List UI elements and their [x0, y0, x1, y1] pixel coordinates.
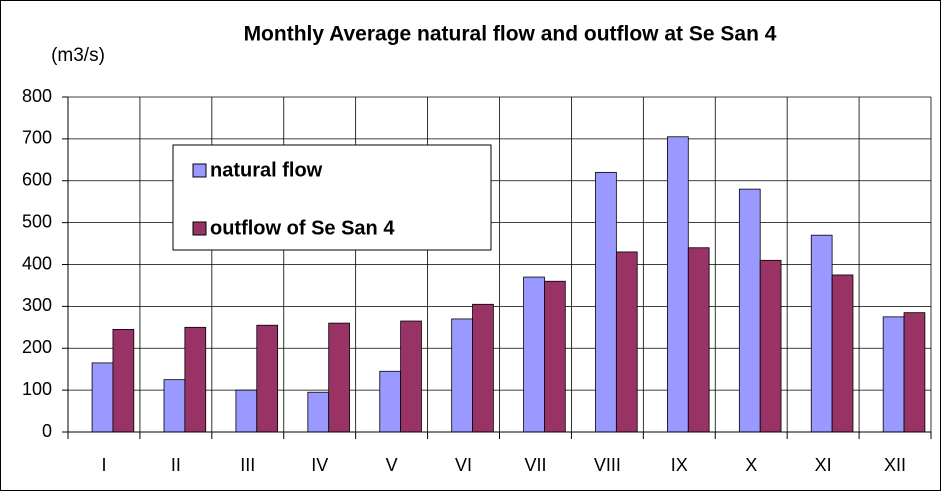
legend-swatch — [192, 221, 207, 236]
bar — [667, 136, 689, 433]
x-tick-label: V — [386, 455, 398, 475]
y-tick-label: 100 — [22, 379, 52, 399]
y-tick-label: 400 — [22, 253, 52, 273]
bar — [451, 318, 473, 433]
bar — [687, 247, 710, 433]
bar — [235, 389, 258, 433]
x-tick-label: XI — [815, 455, 832, 475]
y-tick-label: 800 — [22, 86, 52, 106]
x-tick-label: VIII — [594, 455, 621, 475]
y-tick-label: 700 — [22, 128, 52, 148]
bar — [328, 322, 350, 433]
y-tick-label: 0 — [42, 421, 52, 441]
bar — [112, 329, 135, 433]
bar — [810, 234, 833, 433]
y-tick-label: 300 — [22, 295, 52, 315]
x-tick-label: II — [171, 455, 181, 475]
legend-label: natural flow — [210, 159, 323, 181]
y-tick-label: 500 — [22, 211, 52, 231]
y-axis-label: (m3/s) — [51, 45, 105, 66]
bar — [400, 320, 422, 433]
x-tick-label: I — [101, 455, 106, 475]
bar — [184, 326, 207, 433]
y-tick-label: 200 — [22, 337, 52, 357]
bar — [472, 303, 494, 433]
bar — [379, 370, 402, 433]
x-tick-label: VII — [524, 455, 546, 475]
bar — [903, 312, 926, 433]
bar — [882, 316, 905, 433]
x-tick-label: IV — [311, 455, 328, 475]
bar — [738, 188, 761, 433]
legend-swatch — [192, 163, 207, 178]
bar — [615, 251, 638, 433]
bar — [831, 274, 854, 433]
bar — [595, 171, 617, 433]
bar — [163, 379, 186, 433]
bar — [523, 276, 545, 433]
chart-title: Monthly Average natural flow and outflow… — [244, 23, 777, 46]
x-tick-label: X — [745, 455, 757, 475]
y-tick-label: 600 — [22, 170, 52, 190]
x-tick-label: IX — [671, 455, 688, 475]
x-tick-label: VI — [455, 455, 472, 475]
bar — [307, 391, 330, 433]
bar — [759, 259, 782, 433]
x-tick-label: XII — [884, 455, 906, 475]
legend-box — [172, 144, 492, 251]
bar — [91, 362, 114, 433]
legend-label: outflow of Se San 4 — [210, 217, 395, 239]
bar — [256, 324, 279, 433]
x-tick-label: III — [240, 455, 255, 475]
bar — [544, 280, 566, 433]
